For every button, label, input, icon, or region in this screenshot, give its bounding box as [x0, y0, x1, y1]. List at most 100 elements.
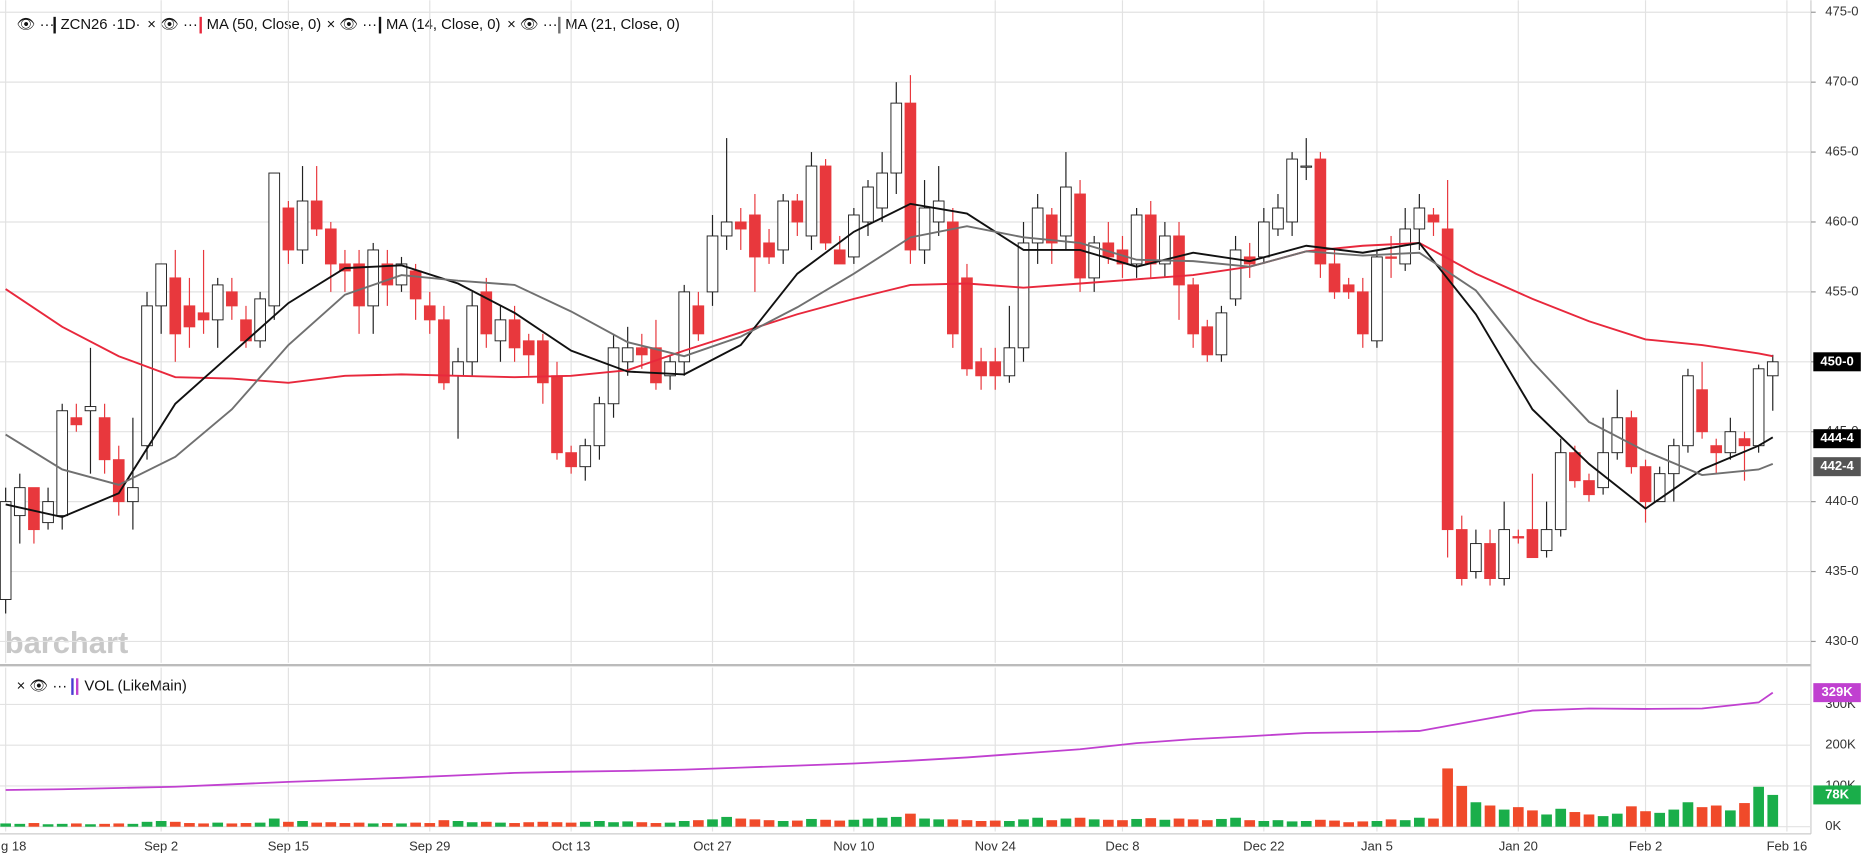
x-tick-label: Oct 27: [693, 838, 731, 853]
volume-bar: [975, 820, 987, 827]
volume-bar: [42, 824, 54, 827]
volume-bar: [693, 820, 704, 827]
volume-study-label: VOL (LikeMain): [84, 679, 187, 695]
volume-bar: [1569, 812, 1581, 827]
volume-bar: [396, 823, 407, 827]
candle-body: [381, 263, 394, 286]
candle-body: [70, 417, 83, 426]
volume-bar: [763, 820, 775, 827]
candle-body: [1272, 207, 1284, 230]
legend-icons[interactable]: × 👁 ···: [327, 17, 378, 33]
candle-body: [1130, 214, 1143, 265]
candle-body: [621, 347, 634, 363]
candle-body: [947, 221, 959, 335]
candle-body: [1413, 207, 1426, 230]
volume-bar: [1230, 817, 1241, 827]
volume-bar: [1654, 812, 1666, 827]
volume-bar: [1682, 802, 1694, 827]
candle-body: [1611, 417, 1624, 454]
volume-bar: [127, 823, 139, 827]
candle-body: [1187, 284, 1199, 335]
x-tick-label: Sep 15: [268, 838, 309, 853]
volume-bar: [452, 820, 464, 827]
candle-body: [1300, 165, 1313, 168]
candle-body: [1017, 242, 1030, 349]
candle-body: [480, 291, 493, 335]
volume-bar: [933, 819, 945, 827]
legend: 👁 ··· ZCN26 ·1D· × 👁 ··· MA (50, Close, …: [17, 16, 680, 695]
candle-body: [1328, 263, 1341, 293]
volume-bar: [1541, 814, 1552, 827]
candle-body: [1724, 431, 1737, 454]
volume-bar: [1753, 786, 1764, 827]
volume-bar: [1315, 819, 1326, 827]
volume-bar: [1442, 768, 1453, 827]
volume-bar: [283, 821, 294, 827]
volume-bar: [155, 820, 167, 827]
candle-body: [438, 319, 450, 384]
candle-body: [1045, 214, 1058, 244]
symbol: ZCN26 ·1D·: [61, 17, 141, 33]
candle-body: [1455, 529, 1468, 580]
volume-bar: [1498, 809, 1510, 827]
volume-bar: [622, 821, 634, 827]
candle-body: [183, 305, 196, 328]
candle-body: [1441, 228, 1454, 531]
candle-body: [127, 487, 139, 503]
volume-bar: [777, 820, 789, 827]
volume-bar: [311, 822, 323, 827]
candle-body: [1159, 235, 1171, 265]
candle-body: [833, 249, 846, 265]
legend-icons[interactable]: × 👁 ···: [17, 679, 68, 695]
legend-icons[interactable]: × 👁 ···: [507, 17, 558, 33]
volume-bar: [325, 822, 337, 827]
legend-icons[interactable]: 👁 ···: [17, 17, 55, 33]
volume-bar: [0, 823, 11, 827]
candle-body: [734, 221, 747, 230]
last-value-label: 78K: [1825, 786, 1850, 801]
candle-body: [593, 403, 606, 447]
candle-body: [1427, 214, 1440, 223]
y-tick-label: 455-0: [1825, 283, 1858, 298]
volume-bar: [1300, 820, 1312, 827]
candle-body: [367, 249, 380, 307]
candle-body: [1696, 389, 1708, 433]
candle-body: [720, 221, 733, 237]
volume-bar: [1668, 809, 1680, 827]
volume-bar: [1131, 818, 1142, 827]
volume-bar: [1159, 819, 1171, 827]
volume-bar: [537, 821, 549, 827]
ma-line: [5, 241, 1773, 384]
volume-bar: [240, 823, 252, 827]
candle-body: [678, 291, 691, 363]
y-tick-label: 440-0: [1825, 493, 1858, 508]
legend-icons[interactable]: × 👁 ···: [147, 17, 198, 33]
candle-body: [1639, 466, 1652, 503]
x-tick-label: Jan 20: [1499, 838, 1538, 853]
ma-line: [5, 202, 1774, 519]
volume-bar: [1032, 817, 1043, 827]
volume-bar: [509, 823, 520, 827]
x-tick-label: Sep 2: [144, 838, 178, 853]
x-tick-label: Feb 16: [1767, 838, 1808, 853]
last-value-tag: [1813, 352, 1861, 372]
candle-body: [904, 102, 917, 251]
candle-body: [268, 172, 281, 307]
volume-bar: [1046, 820, 1058, 827]
candle-body: [862, 186, 874, 223]
volume-bar: [1767, 794, 1779, 827]
candle-body: [1484, 543, 1496, 580]
candle-body: [918, 207, 931, 251]
volume-bar: [1512, 807, 1524, 827]
volume-bar: [919, 818, 930, 827]
candle-body: [310, 200, 323, 230]
volume-bar: [806, 818, 817, 827]
volume-bar: [1117, 820, 1128, 827]
candle-body: [607, 347, 620, 405]
legend-swatch: [53, 16, 56, 34]
volume-bar: [594, 820, 605, 827]
watermark: barchart: [5, 625, 128, 660]
volume-bar: [1018, 819, 1029, 827]
candle-body: [876, 172, 888, 209]
candle-body: [1597, 452, 1609, 489]
